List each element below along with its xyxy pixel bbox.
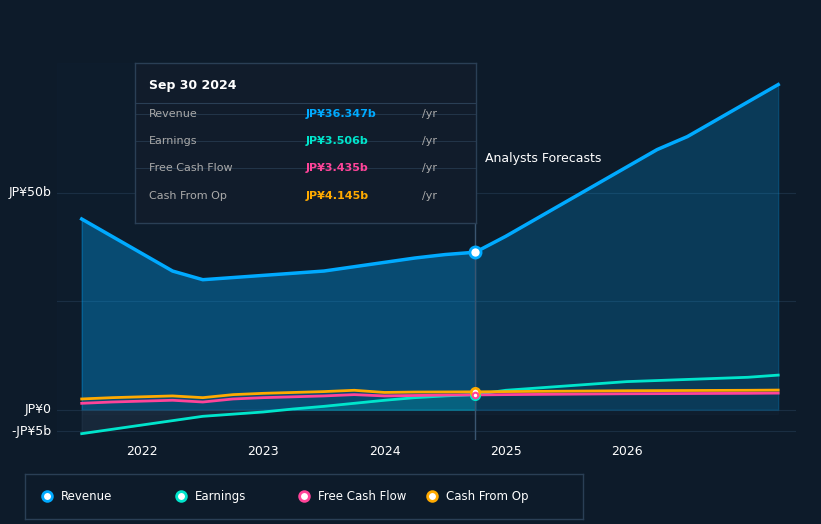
Text: Free Cash Flow: Free Cash Flow: [318, 490, 406, 503]
Text: /yr: /yr: [422, 109, 437, 119]
Text: Earnings: Earnings: [195, 490, 246, 503]
Text: JP¥3.506b: JP¥3.506b: [305, 136, 369, 146]
Text: Sep 30 2024: Sep 30 2024: [149, 79, 236, 92]
Bar: [57, 63, 475, 440]
Text: Past: Past: [439, 152, 466, 165]
Text: Free Cash Flow: Free Cash Flow: [149, 163, 232, 173]
Text: /yr: /yr: [422, 136, 437, 146]
Text: JP¥0: JP¥0: [25, 403, 52, 416]
Text: JP¥4.145b: JP¥4.145b: [305, 191, 369, 201]
Text: /yr: /yr: [422, 191, 437, 201]
Text: Earnings: Earnings: [149, 136, 198, 146]
Text: -JP¥5b: -JP¥5b: [11, 425, 52, 438]
Text: JP¥3.435b: JP¥3.435b: [305, 163, 369, 173]
Text: Revenue: Revenue: [149, 109, 198, 119]
Text: /yr: /yr: [422, 163, 437, 173]
Text: JP¥50b: JP¥50b: [8, 187, 52, 200]
Text: JP¥36.347b: JP¥36.347b: [305, 109, 377, 119]
Text: Cash From Op: Cash From Op: [149, 191, 227, 201]
Text: Analysts Forecasts: Analysts Forecasts: [485, 152, 602, 165]
Text: Revenue: Revenue: [61, 490, 112, 503]
Text: Cash From Op: Cash From Op: [446, 490, 529, 503]
